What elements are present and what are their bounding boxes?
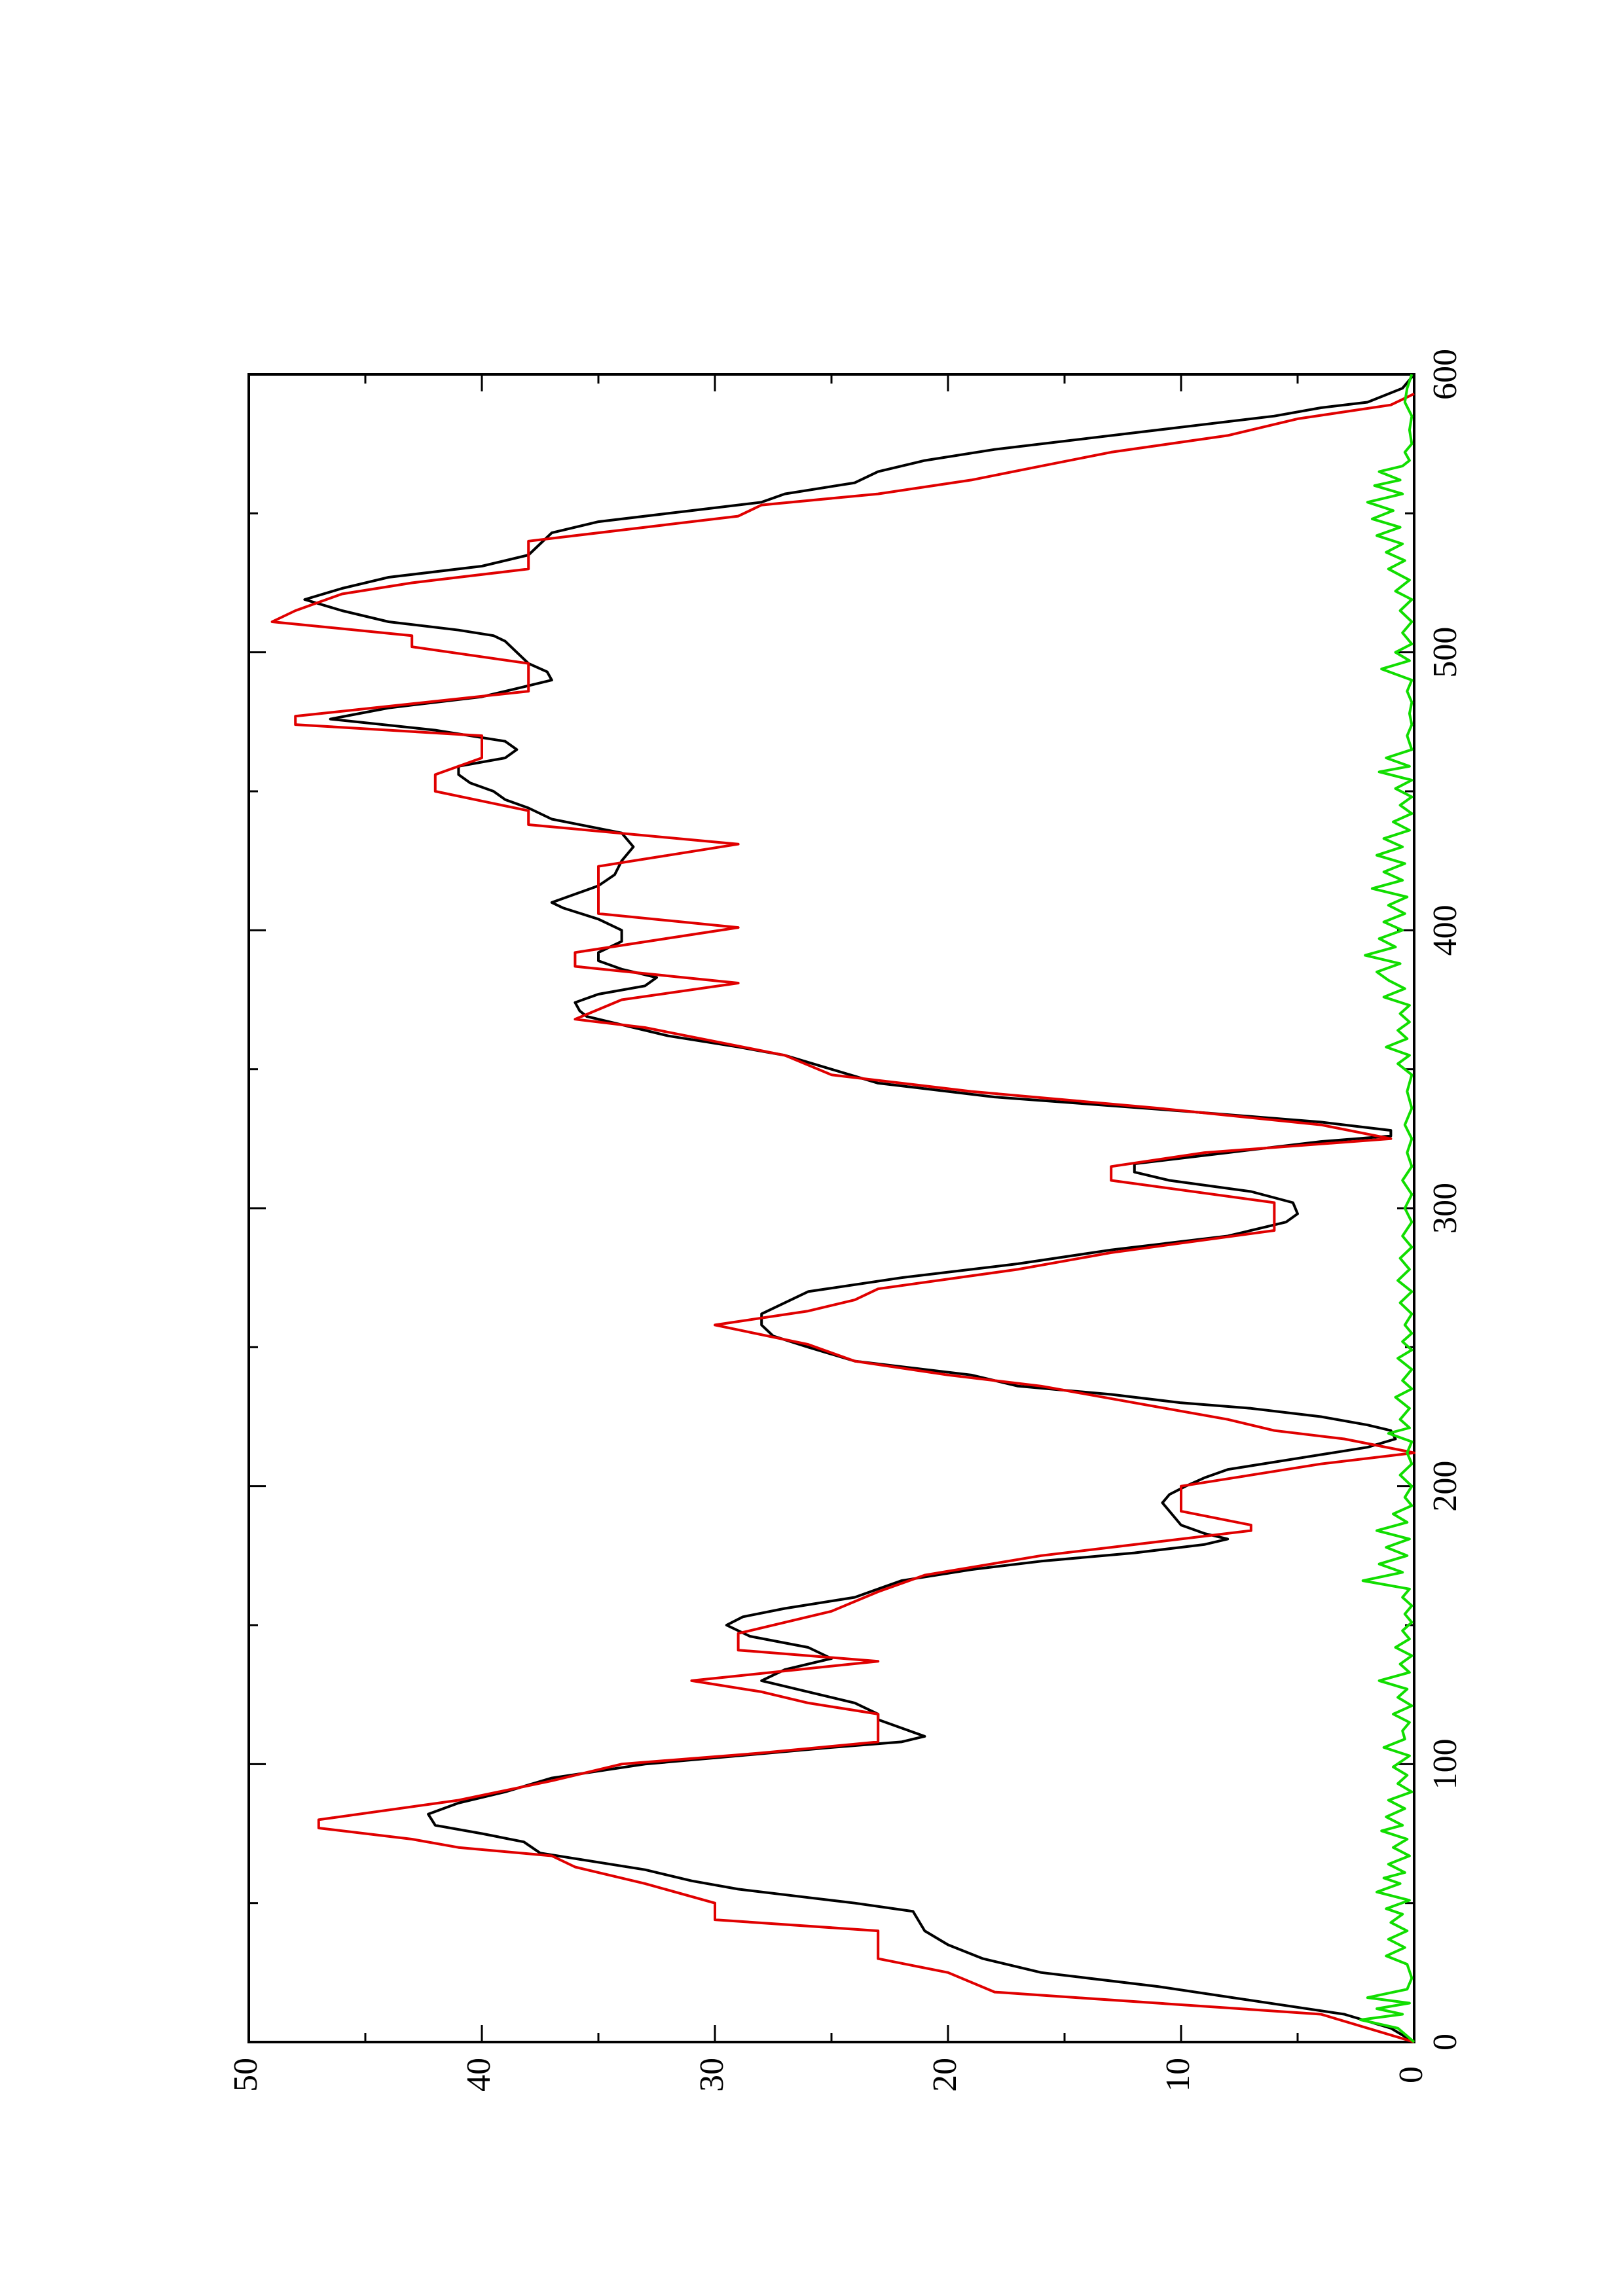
y-tick-label: 0	[1393, 2066, 1430, 2083]
x-tick-label: 300	[1427, 1183, 1464, 1234]
plot-frame	[247, 373, 1415, 2043]
x-tick-label: 400	[1427, 905, 1464, 956]
black-series-line	[303, 373, 1415, 2043]
y-tick-label: 10	[1159, 2058, 1197, 2092]
x-tick-label: 500	[1427, 627, 1464, 678]
red-series-line	[270, 392, 1415, 2043]
x-tick-label: 200	[1427, 1461, 1464, 1512]
plot-frame-group	[247, 373, 1415, 2043]
axis-ticks-group	[247, 373, 1415, 2043]
x-tick-label: 600	[1427, 349, 1464, 400]
green-series-line	[1359, 374, 1415, 2043]
y-tick-label: 30	[693, 2058, 731, 2092]
y-tick-label: 50	[227, 2058, 264, 2092]
x-tick-label: 100	[1427, 1738, 1464, 1789]
y-tick-label: 20	[926, 2058, 964, 2092]
tick-labels-group: 0 100 200 300 400 500 600 0 10 20 30 40 50	[227, 349, 1464, 2092]
y-tick-label: 40	[460, 2058, 498, 2092]
x-tick-label: 0	[1427, 2034, 1464, 2051]
series-group	[270, 373, 1415, 2043]
